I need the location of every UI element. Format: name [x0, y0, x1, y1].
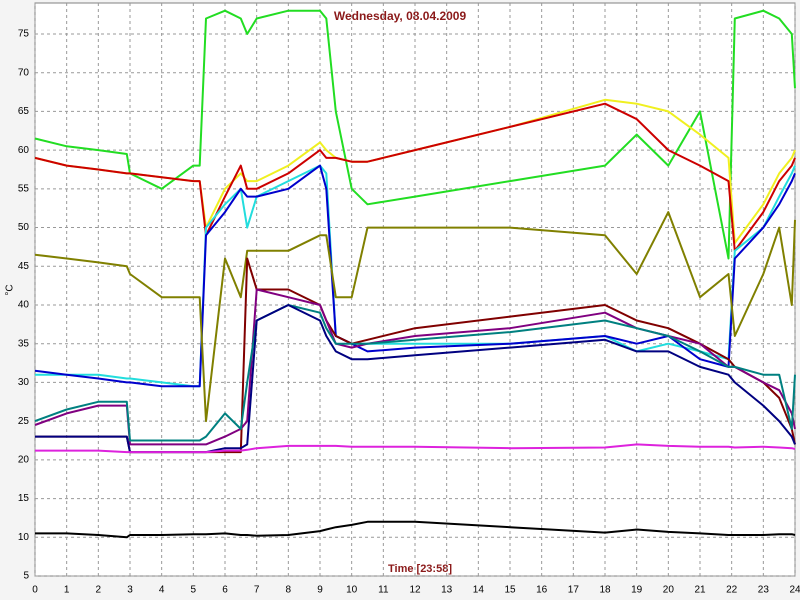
x-tick-label: 9: [317, 585, 323, 596]
x-axis-label: Time [23:58]: [388, 563, 452, 575]
x-tick-label: 7: [254, 585, 260, 596]
x-tick-label: 4: [159, 585, 165, 596]
y-tick-label: 70: [18, 67, 30, 78]
x-tick-label: 14: [473, 585, 485, 596]
y-axis-label: °C: [5, 284, 16, 295]
series-line: [34, 304, 796, 442]
y-tick-label: 5: [23, 571, 29, 582]
y-tick-label: 60: [18, 145, 30, 156]
y-tick-label: 10: [18, 532, 30, 543]
x-tick-label: 18: [599, 585, 611, 596]
chart-title: Wednesday, 08.04.2009: [334, 9, 467, 23]
x-tick-label: 0: [32, 585, 38, 596]
plot-area: [34, 2, 796, 577]
x-tick-label: 20: [663, 585, 675, 596]
y-tick-label: 40: [18, 300, 30, 311]
y-tick-label: 55: [18, 183, 30, 194]
x-tick-label: 2: [96, 585, 102, 596]
x-tick-label: 13: [441, 585, 453, 596]
x-tick-label: 15: [504, 585, 516, 596]
y-tick-label: 75: [18, 29, 30, 40]
x-tick-label: 17: [568, 585, 580, 596]
x-tick-label: 5: [191, 585, 197, 596]
series-line: [34, 102, 796, 252]
x-tick-label: 23: [758, 585, 770, 596]
x-tick-label: 16: [536, 585, 548, 596]
y-tick-label: 50: [18, 222, 30, 233]
series-line: [34, 9, 796, 260]
x-tick-label: 11: [378, 585, 389, 596]
series-line: [35, 443, 796, 454]
x-tick-label: 3: [127, 585, 133, 596]
x-tick-label: 22: [726, 585, 738, 596]
y-tick-label: 20: [18, 454, 30, 465]
y-tick-label: 30: [18, 377, 30, 388]
x-tick-label: 8: [286, 585, 292, 596]
y-tick-label: 45: [18, 261, 30, 272]
x-tick-label: 24: [789, 585, 800, 596]
series-line: [34, 211, 796, 423]
x-tick-label: 21: [694, 585, 706, 596]
y-tick-label: 25: [18, 416, 30, 427]
y-tick-label: 35: [18, 338, 30, 349]
y-tick-label: 15: [18, 493, 30, 504]
x-tick-label: 12: [409, 585, 421, 596]
x-tick-label: 19: [631, 585, 643, 596]
x-tick-label: 1: [64, 585, 70, 596]
series-line: [35, 520, 796, 539]
x-tick-label: 6: [222, 585, 228, 596]
x-tick-label: 10: [346, 585, 358, 596]
y-tick-label: 65: [18, 106, 30, 117]
